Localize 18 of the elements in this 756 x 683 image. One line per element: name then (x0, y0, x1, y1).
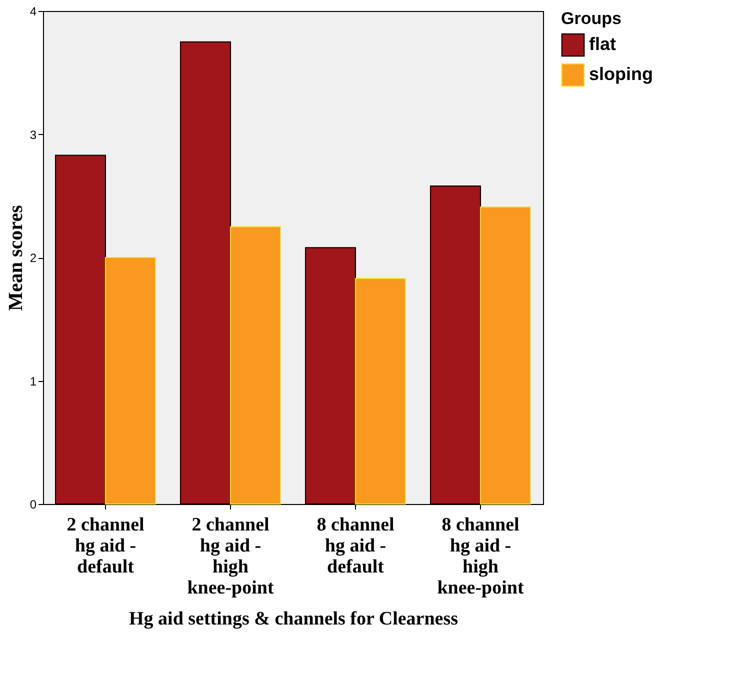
y-axis-title: Mean scores (4, 204, 27, 311)
y-tick-label: 4 (30, 4, 37, 18)
y-tick-label: 0 (30, 498, 37, 512)
bar (230, 226, 281, 504)
x-tick-label: 8 channel hg aid - default (316, 514, 394, 578)
legend-label: flat (589, 34, 616, 54)
x-tick-label: 2 channel hg aid - high knee-point (187, 514, 274, 598)
legend-label: sloping (589, 64, 653, 84)
x-tick-label: 2 channel hg aid - default (66, 514, 144, 578)
y-tick-label: 3 (30, 128, 37, 142)
bar (480, 206, 531, 504)
y-tick-label: 1 (30, 374, 37, 388)
legend-title: Groups (561, 9, 622, 28)
x-tick-label: 8 channel hg aid - high knee-point (437, 514, 524, 598)
bar (355, 278, 406, 504)
x-axis-title: Hg aid settings & channels for Clearness (129, 608, 458, 630)
bar (105, 257, 156, 504)
y-tick-label: 2 (30, 251, 37, 265)
